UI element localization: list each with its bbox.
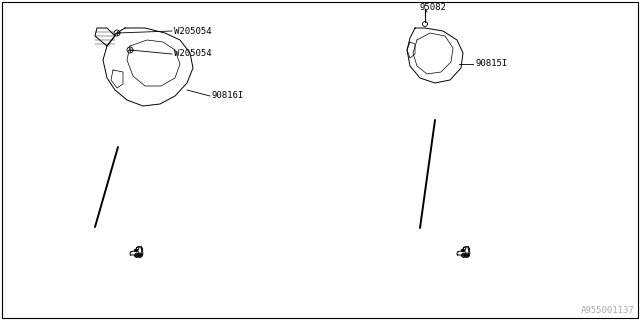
Text: 95082: 95082: [420, 4, 447, 12]
Bar: [134, 249, 137, 251]
Text: 90816I: 90816I: [212, 92, 244, 100]
Text: W205054: W205054: [174, 50, 212, 59]
Text: A955001137: A955001137: [581, 306, 635, 315]
Text: 90815I: 90815I: [475, 60, 508, 68]
Bar: [461, 249, 464, 251]
Text: W205054: W205054: [174, 27, 212, 36]
